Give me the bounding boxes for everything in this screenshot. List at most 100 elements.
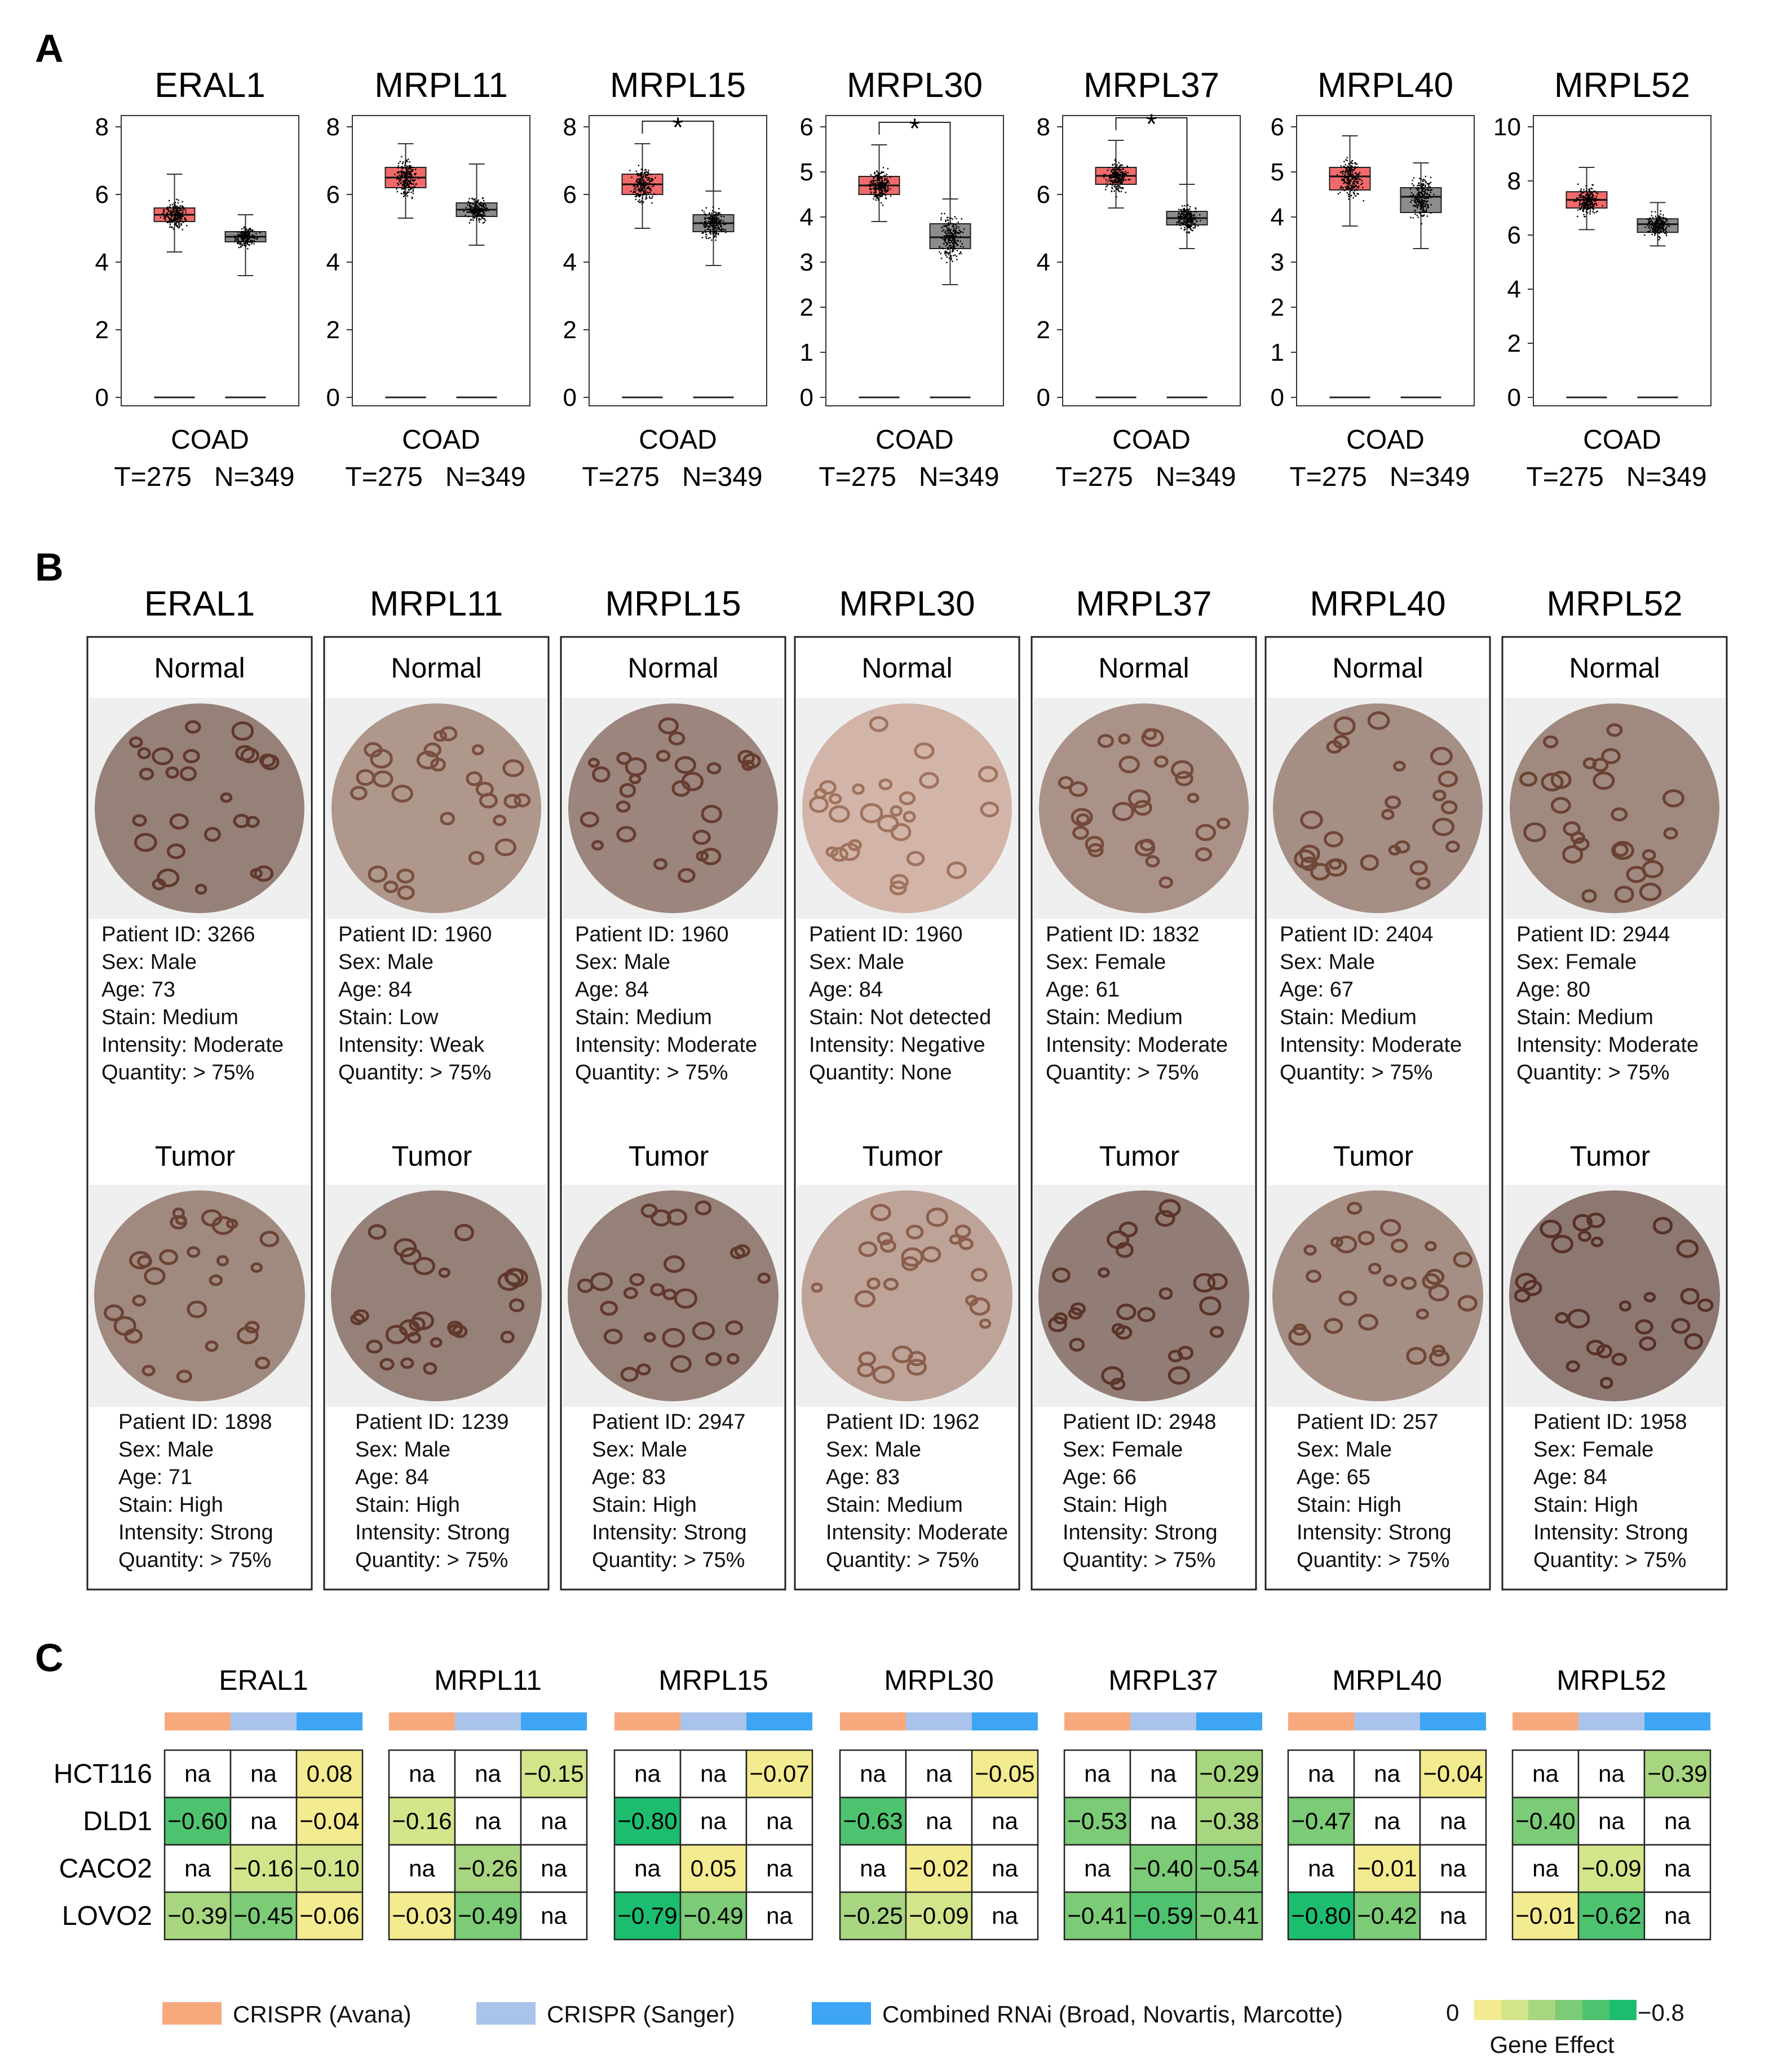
heatmap-cell-value: na [992,1855,1018,1881]
normal-tissue-core [1510,703,1719,913]
ihc-column-frame [794,636,1020,1591]
normal-patient-info-line: Quantity: > 75% [338,1061,491,1084]
cohort-label: COAD [171,425,249,455]
heatmap-cell-value: −0.01 [1515,1902,1575,1929]
y-tick-label: 4 [1037,249,1050,276]
normal-patient-info-line: Patient ID: 1960 [338,923,492,946]
heatmap-cell-value: −0.54 [1199,1855,1259,1881]
y-tick-label: 6 [1271,113,1284,141]
heatmap-cell [1419,1891,1487,1941]
tumor-label: Tumor [1333,1140,1414,1172]
significance-star: * [673,112,683,143]
heatmap-cell-value: −0.41 [1067,1902,1127,1929]
tumor-patient-info-line: Stain: High [592,1493,697,1517]
heatmap-cell-value: −0.47 [1291,1808,1351,1834]
tumor-label: Tumor [155,1140,236,1172]
sample-size-label: T=275 N=349 [114,462,294,492]
heatmap-cell [295,1749,364,1799]
normal-jitter-points [939,212,965,263]
y-tick-label: 5 [800,158,813,186]
sample-size-label: T=275 N=349 [819,462,999,492]
y-tick-label: 6 [563,181,577,209]
heatmap-cell-value: −0.45 [233,1902,293,1929]
ihc-column-frame [86,636,313,1591]
heatmap-cell-value: −0.39 [167,1902,227,1929]
normal-patient-info-line: Sex: Male [338,950,434,974]
y-tick-label: 4 [563,249,577,276]
heatmap-cell [295,1796,364,1846]
normal-tissue-core [1273,703,1483,913]
boxplot-title: MRPL15 [610,66,746,105]
normal-tissue-core [331,703,541,913]
heatmap-cell-value: na [541,1808,567,1834]
source-color-bar [297,1712,362,1730]
normal-jitter-points [1644,210,1670,241]
gradient-step [1474,2000,1501,2020]
normal-patient-info-line: Age: 61 [1046,978,1120,1002]
normal-glands [129,720,280,895]
normal-patient-info-line: Stain: Medium [1516,1006,1653,1029]
heatmap-cell-value: na [1308,1760,1334,1787]
source-color-bar [1130,1712,1196,1730]
normal-patient-info-line: Age: 84 [338,978,412,1002]
heatmap-gene-title: ERAL1 [219,1664,308,1696]
heatmap-cell [1353,1891,1421,1941]
tumor-patient-info-line: Quantity: > 75% [826,1548,979,1572]
legend-swatch [812,2002,871,2025]
panel-c-label: C [35,1636,64,1680]
normal-label: Normal [1569,652,1660,684]
heatmap-cell [1195,1749,1263,1799]
heatmap-legend: CRISPR (Avana) CRISPR (Sanger) Combined RN… [162,1999,1684,2058]
tumor-glands [1514,1212,1714,1389]
tumor-glands [811,1203,992,1384]
normal-patient-info-line: Sex: Female [1516,950,1637,974]
heatmap-gene-title: MRPL52 [1556,1664,1666,1696]
heatmap-cell [679,1844,748,1893]
normal-patient-info-line: Sex: Male [101,950,197,974]
y-tick-label: 4 [95,249,109,276]
normal-patient-info-line: Age: 84 [809,978,883,1002]
heatmap-cell-value: na [409,1855,435,1881]
tumor-tissue-core [94,1190,305,1401]
tumor-patient-info-line: Stain: High [1533,1493,1638,1517]
boxplot-title: MRPL37 [1084,66,1219,105]
ihc-column-frame [323,636,550,1591]
normal-patient-info-line: Age: 67 [1280,978,1354,1002]
heatmap-cell-value: na [184,1760,211,1787]
y-tick-label: 0 [95,384,109,411]
heatmap-cell-value: na [634,1855,661,1881]
heatmap-cell-value: −0.07 [749,1760,809,1787]
heatmap-cell-value: na [541,1855,567,1881]
normal-patient-info-line: Age: 73 [101,978,175,1002]
heatmap-gene-title: MRPL15 [658,1664,768,1696]
heatmap-cell [1419,1749,1487,1799]
heatmap-cell [1287,1844,1355,1893]
y-tick-label: 4 [800,203,813,231]
heatmap-cell-value: −0.15 [524,1760,583,1787]
tumor-tissue-core [568,1190,779,1401]
sample-size-label: T=275 N=349 [345,462,525,492]
heatmap-cell-value: −0.25 [843,1902,903,1929]
tumor-patient-info-line: Intensity: Strong [1063,1521,1218,1544]
heatmap-cell-value: na [475,1760,501,1787]
tumor-patient-info-line: Quantity: > 75% [592,1548,745,1572]
tumor-label: Tumor [863,1140,943,1172]
tumor-patient-info-line: Patient ID: 1239 [355,1410,509,1434]
heatmap-cell [1577,1844,1646,1893]
normal-jitter-points [463,197,489,224]
gradient-step [1501,2000,1528,2020]
tumor-box [1329,167,1371,191]
tumor-patient-info-line: Quantity: > 75% [1297,1548,1449,1572]
heatmap-cell [388,1796,456,1846]
cell-line-label: CACO2 [59,1854,152,1884]
heatmap-cell-value: −0.38 [1199,1808,1259,1834]
normal-glands [1519,723,1685,904]
tumor-jitter-points [629,165,656,205]
heatmap-cell-value: −0.60 [167,1808,227,1834]
heatmap-cell [454,1844,522,1893]
heatmap-cell [679,1891,748,1941]
heatmap-cell [839,1749,907,1799]
heatmap-cell-value: na [475,1808,501,1834]
gradient-step [1528,2000,1555,2020]
legend-label: CRISPR (Avana) [233,2001,412,2027]
